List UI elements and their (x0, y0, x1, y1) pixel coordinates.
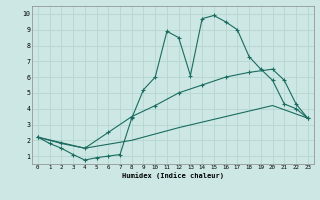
X-axis label: Humidex (Indice chaleur): Humidex (Indice chaleur) (122, 172, 224, 179)
